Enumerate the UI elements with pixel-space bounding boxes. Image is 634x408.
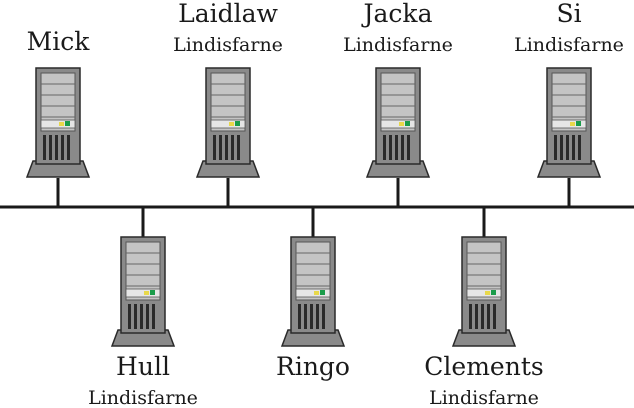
node-name: Mick: [27, 27, 91, 56]
bottom-node-ringo: Ringo: [276, 207, 350, 381]
node-name: Si: [556, 0, 581, 28]
node-name: Clements: [424, 352, 543, 381]
server-icon: [452, 236, 516, 347]
node-group: Lindisfarne: [343, 34, 453, 56]
server-icon: [26, 67, 90, 178]
top-node-si: Si Lindisfarne: [514, 0, 624, 207]
server-icon: [366, 67, 430, 178]
bottom-node-clements: Clements Lindisfarne: [424, 207, 544, 408]
server-icon: [111, 236, 175, 347]
top-node-mick: Mick: [26, 27, 91, 207]
node-name: Laidlaw: [178, 0, 278, 28]
node-name: Jacka: [361, 0, 433, 28]
node-group: Lindisfarne: [88, 387, 198, 408]
node-group: Lindisfarne: [514, 34, 624, 56]
server-icon: [281, 236, 345, 347]
node-group: Lindisfarne: [173, 34, 283, 56]
node-name: Hull: [116, 352, 170, 381]
server-icon: [537, 67, 601, 178]
top-node-laidlaw: Laidlaw Lindisfarne: [173, 0, 283, 207]
node-group: Lindisfarne: [429, 387, 539, 408]
bottom-node-hull: Hull Lindisfarne: [88, 207, 198, 408]
node-name: Ringo: [276, 352, 350, 381]
server-icon: [196, 67, 260, 178]
top-node-jacka: Jacka Lindisfarne: [343, 0, 453, 207]
